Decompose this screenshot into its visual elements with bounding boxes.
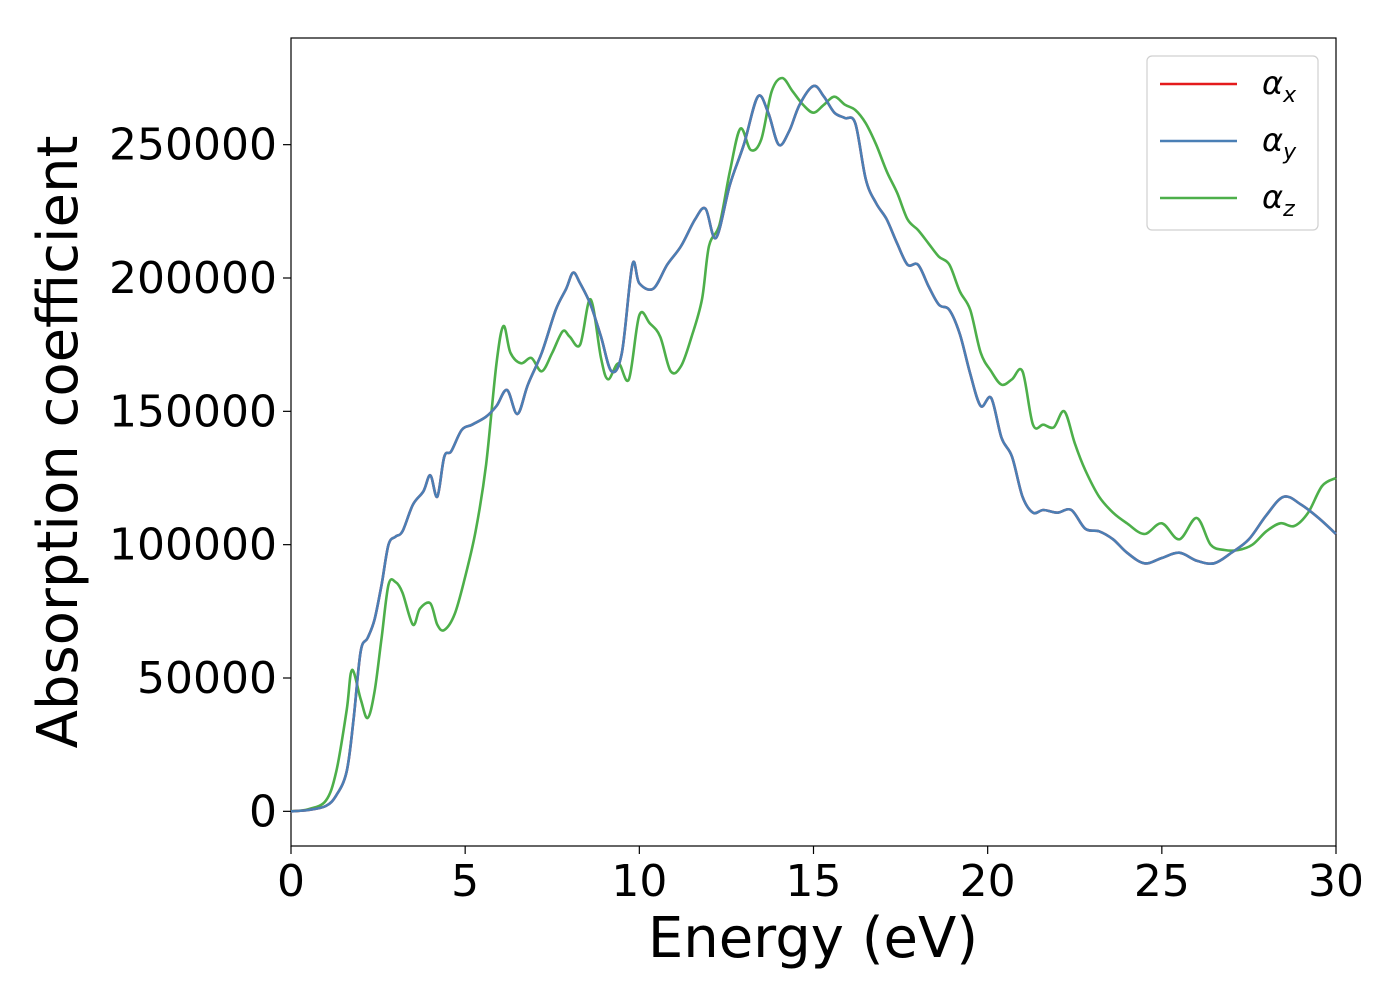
y-tick-label: 50000 (137, 653, 277, 704)
y-tick-label: 0 (249, 786, 277, 837)
x-tick-label: 15 (786, 856, 842, 907)
x-tick-label: 30 (1308, 856, 1364, 907)
legend: αx αy αz (1146, 55, 1319, 231)
series-line-z (290, 76, 1337, 813)
x-axis-label: Energy (eV) (648, 906, 978, 971)
series-lines (290, 76, 1337, 813)
y-ticks: 0 50000 100000 150000 200000 250000 (109, 120, 291, 837)
legend-label-y: αy (1262, 121, 1297, 165)
x-ticks: 0 5 10 15 20 25 30 (277, 846, 1364, 907)
legend-box (1146, 55, 1319, 231)
x-tick-label: 10 (611, 856, 667, 907)
y-tick-label: 250000 (109, 120, 277, 171)
x-tick-label: 20 (960, 856, 1016, 907)
x-tick-label: 25 (1134, 856, 1190, 907)
y-tick-label: 100000 (109, 520, 277, 571)
y-tick-label: 200000 (109, 253, 277, 304)
y-tick-label: 150000 (109, 386, 277, 437)
series-line-y (290, 84, 1337, 813)
legend-label-z: αz (1262, 178, 1295, 222)
legend-label-x: αx (1262, 64, 1297, 108)
x-tick-label: 5 (451, 856, 479, 907)
y-axis-label: Absorption coefficient (26, 136, 91, 749)
x-tick-label: 0 (277, 856, 305, 907)
